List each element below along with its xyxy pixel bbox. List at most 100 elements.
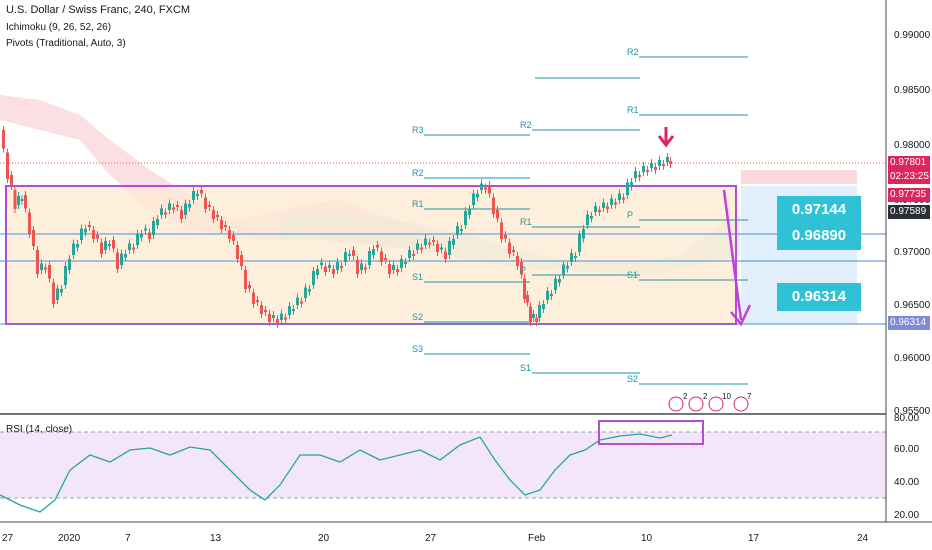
rsi-axis-label: 20.00 — [894, 510, 920, 521]
candle-body — [500, 222, 503, 239]
candle-body — [192, 191, 195, 200]
candle-body — [476, 194, 479, 198]
candle-body — [578, 234, 581, 252]
target-callout-3[interactable]: 0.96314 — [777, 283, 861, 311]
candle-body — [618, 193, 621, 200]
rsi-highlight-box[interactable] — [598, 420, 704, 445]
candle-body — [296, 297, 299, 305]
pivot-lines — [424, 56, 748, 385]
candle-body — [420, 247, 423, 250]
pivot-label: R1 — [520, 217, 532, 227]
candle-body — [300, 301, 303, 304]
candle-body — [614, 202, 617, 205]
price-tag: 02:23:25 — [888, 170, 930, 184]
candle-body — [558, 279, 561, 283]
target-callout-2[interactable]: 0.96890 — [777, 222, 861, 250]
price-axis-label: 0.98500 — [894, 85, 931, 96]
candle-body — [76, 244, 79, 248]
rsi-legend[interactable]: RSI (14, close) — [6, 424, 73, 435]
candle-body — [104, 241, 107, 250]
candle-body — [348, 254, 351, 256]
pivot-label: R1 — [412, 199, 424, 209]
candle-body — [662, 164, 665, 166]
candle-body — [96, 235, 99, 239]
target-zone-top — [741, 170, 857, 184]
candle-body — [523, 278, 526, 299]
candle-body — [44, 267, 47, 270]
time-axis-label: 20 — [318, 533, 330, 544]
candle-body — [328, 265, 331, 268]
candle-body — [594, 206, 597, 212]
candle-body — [136, 233, 139, 245]
candle-body — [504, 235, 507, 239]
candle-body — [272, 315, 275, 318]
candle-body — [180, 210, 183, 219]
candle-body — [372, 249, 375, 255]
candle-body — [532, 314, 535, 318]
candle-body — [64, 266, 67, 285]
candle-body — [240, 255, 243, 266]
pivots-legend[interactable]: Pivots (Traditional, Auto, 3) — [6, 38, 126, 49]
candle-body — [542, 304, 545, 309]
candle-body — [634, 171, 637, 178]
candle-body — [582, 229, 585, 239]
candle-body — [128, 243, 131, 250]
candle-body — [84, 229, 87, 233]
candle-body — [364, 267, 367, 270]
price-axis-label: 0.96000 — [894, 353, 931, 364]
candle-body — [606, 206, 609, 209]
target-callout-1[interactable]: 0.97144 — [777, 196, 861, 224]
candle-body — [32, 230, 35, 246]
candle-body — [220, 220, 223, 229]
candle-body — [570, 253, 573, 262]
pivot-label: S3 — [412, 344, 424, 354]
candle-body — [526, 295, 529, 303]
price-axis-label: 0.98000 — [894, 140, 931, 151]
candle-body — [404, 262, 407, 264]
candle-body — [260, 305, 263, 314]
candle-body — [324, 266, 327, 272]
time-axis-label: Feb — [528, 533, 546, 544]
candle-body — [368, 251, 371, 265]
candle-body — [320, 262, 323, 265]
ichimoku-legend[interactable]: Ichimoku (9, 26, 52, 26) — [6, 22, 112, 33]
candle-body — [484, 187, 487, 190]
candle-body — [172, 207, 175, 210]
candle-body — [252, 292, 255, 304]
candle-body — [208, 205, 211, 207]
symbol-title[interactable]: U.S. Dollar / Swiss Franc, 240, FXCM — [6, 4, 190, 16]
price-tag: 0.97589 — [888, 205, 930, 219]
price-axis-label: 0.96500 — [894, 300, 931, 311]
us-flag-event-icon — [733, 396, 749, 412]
pivot-label: S1 — [627, 270, 639, 280]
candle-body — [650, 163, 653, 168]
candle-body — [396, 269, 399, 272]
candle-body — [164, 212, 167, 215]
event-count: 10 — [722, 392, 731, 401]
event-icons[interactable] — [668, 396, 749, 412]
candle-body — [440, 247, 443, 250]
candle-body — [520, 262, 523, 275]
candle-body — [516, 256, 519, 266]
pivot-label: R2 — [412, 168, 424, 178]
candle-body — [156, 219, 159, 225]
candle-body — [2, 130, 5, 149]
candle-body — [356, 260, 359, 274]
candle-body — [176, 205, 179, 207]
time-axis-label: 27 — [2, 533, 14, 544]
candlestick-series — [2, 126, 672, 328]
candle-body — [140, 234, 143, 238]
candle-body — [236, 245, 239, 259]
candle-body — [112, 240, 115, 249]
candle-body — [160, 208, 163, 215]
candle-body — [384, 258, 387, 260]
candle-body — [10, 175, 13, 186]
candle-body — [642, 166, 645, 172]
time-axis-label: 27 — [425, 533, 437, 544]
candle-body — [658, 160, 661, 166]
forecast-arrow[interactable] — [722, 189, 752, 327]
candle-body — [332, 269, 335, 274]
candle-body — [228, 230, 231, 239]
candle-body — [72, 243, 75, 255]
